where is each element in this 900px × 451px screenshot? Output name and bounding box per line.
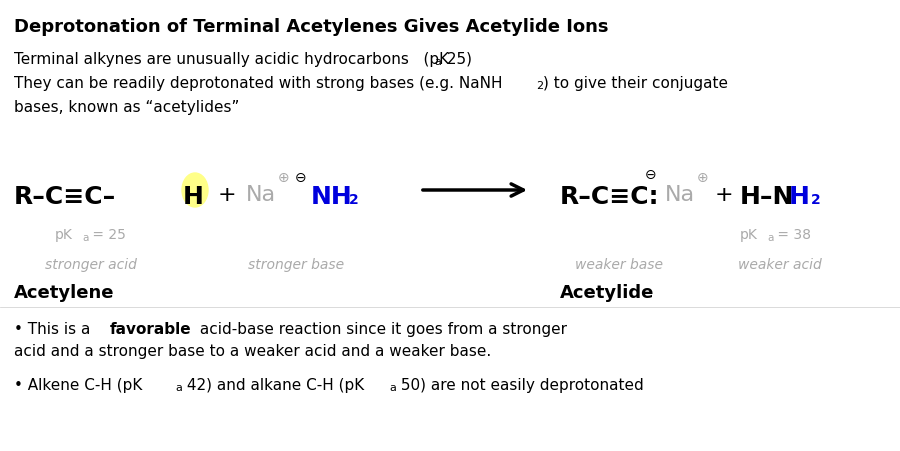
Text: • Alkene C-H (pK: • Alkene C-H (pK	[14, 377, 142, 392]
Text: a: a	[767, 232, 773, 243]
Text: ⊕: ⊕	[697, 170, 708, 184]
Text: a: a	[82, 232, 88, 243]
Text: pK: pK	[740, 227, 758, 241]
Text: a: a	[389, 382, 396, 392]
Text: ⊕: ⊕	[278, 170, 290, 184]
Text: Acetylene: Acetylene	[14, 283, 114, 301]
Text: 2: 2	[536, 81, 543, 91]
Text: Na: Na	[665, 184, 695, 205]
Text: ) to give their conjugate: ) to give their conjugate	[543, 76, 728, 91]
Text: a: a	[434, 57, 441, 67]
Text: acid-base reaction since it goes from a stronger: acid-base reaction since it goes from a …	[195, 321, 567, 336]
Text: weaker acid: weaker acid	[738, 258, 822, 272]
Text: pK: pK	[55, 227, 73, 241]
Text: Na: Na	[246, 184, 276, 205]
Text: stronger base: stronger base	[248, 258, 344, 272]
Text: favorable: favorable	[110, 321, 192, 336]
Text: acid and a stronger base to a weaker acid and a weaker base.: acid and a stronger base to a weaker aci…	[14, 343, 491, 358]
Text: +: +	[715, 184, 733, 205]
Text: = 38: = 38	[773, 227, 811, 241]
Text: ⊖: ⊖	[295, 170, 307, 184]
Text: 25): 25)	[442, 52, 472, 67]
Text: weaker base: weaker base	[575, 258, 663, 272]
Ellipse shape	[182, 174, 208, 207]
Text: = 25: = 25	[88, 227, 126, 241]
Text: NH: NH	[311, 184, 353, 208]
Text: 50) are not easily deprotonated: 50) are not easily deprotonated	[396, 377, 644, 392]
Text: 2: 2	[349, 193, 359, 207]
Text: 42) and alkane C-H (pK: 42) and alkane C-H (pK	[182, 377, 364, 392]
Text: H: H	[789, 184, 810, 208]
Text: ⊖: ⊖	[645, 168, 657, 182]
Text: +: +	[218, 184, 237, 205]
Text: H: H	[183, 184, 204, 208]
Text: • This is a: • This is a	[14, 321, 95, 336]
Text: R–C≡C:: R–C≡C:	[560, 184, 660, 208]
Text: Deprotonation of Terminal Acetylenes Gives Acetylide Ions: Deprotonation of Terminal Acetylenes Giv…	[14, 18, 608, 36]
Text: R–C≡C–: R–C≡C–	[14, 184, 116, 208]
Text: 2: 2	[811, 193, 821, 207]
Text: bases, known as “acetylides”: bases, known as “acetylides”	[14, 100, 239, 115]
Text: H–N: H–N	[740, 184, 795, 208]
Text: They can be readily deprotonated with strong bases (e.g. NaNH: They can be readily deprotonated with st…	[14, 76, 502, 91]
Text: a: a	[175, 382, 182, 392]
Text: Terminal alkynes are unusually acidic hydrocarbons   (pK: Terminal alkynes are unusually acidic hy…	[14, 52, 449, 67]
Text: Acetylide: Acetylide	[560, 283, 654, 301]
Text: stronger acid: stronger acid	[45, 258, 137, 272]
